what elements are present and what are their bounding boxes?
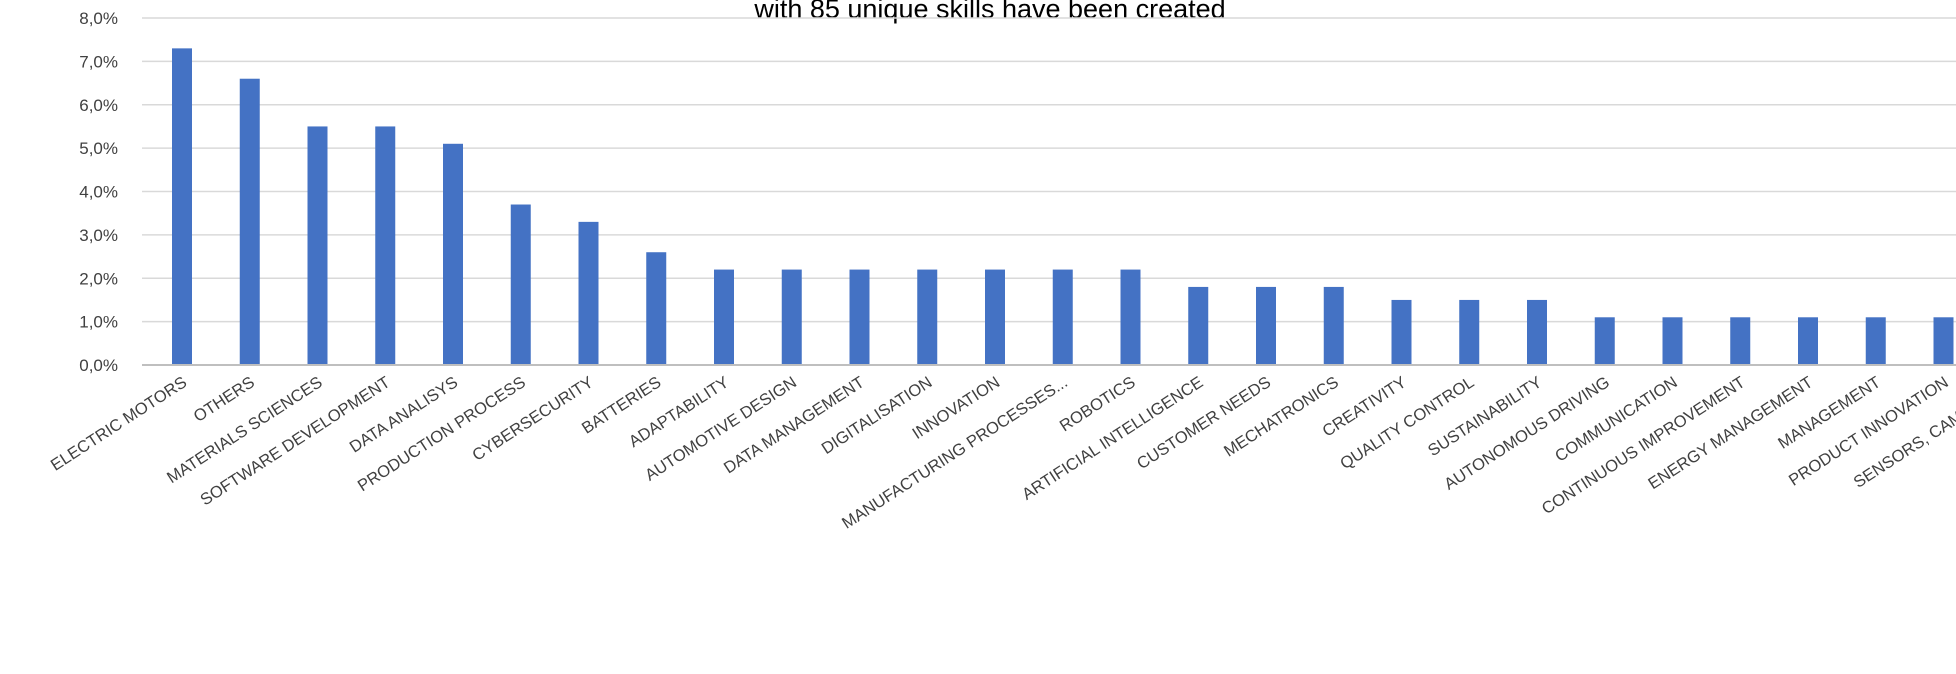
bar [172,48,192,366]
y-tick-label: 2,0% [79,269,118,288]
y-tick-label: 1,0% [79,313,118,332]
bar [1933,317,1954,365]
x-category-label: CYBERSECURITY [469,373,596,464]
chart-title: with 85 unique skills have been created [753,0,1225,24]
bar [1188,286,1209,365]
bar [375,126,396,365]
x-category-label: DIGITALISATION [818,373,935,458]
bar [985,269,1005,365]
bar [443,143,463,365]
bars [172,48,1954,366]
bar [781,269,802,365]
bar [1052,269,1073,365]
bar [1527,299,1547,365]
bar [1798,317,1818,365]
y-tick-label: 7,0% [79,52,118,71]
bar [1256,286,1276,365]
bar [646,252,667,365]
gridlines [142,17,1956,323]
bar [1120,269,1141,365]
bar [1323,286,1344,365]
y-tick-label: 8,0% [79,9,118,28]
bar [1730,317,1751,365]
x-category-label: SUSTAINABILITY [1425,373,1545,460]
bar [1459,299,1480,365]
bar [510,204,531,365]
y-tick-label: 4,0% [79,183,118,202]
y-tick-label: 6,0% [79,96,118,115]
bar [578,221,599,365]
x-category-label: MECHATRONICS [1221,373,1342,460]
bar [1662,317,1683,365]
bar [307,126,328,365]
bar [239,78,260,365]
bar [1865,317,1886,365]
y-tick-label: 0,0% [79,356,118,375]
bar [1391,299,1412,365]
x-category-label: ELECTRIC MOTORS [48,373,191,474]
y-tick-label: 3,0% [79,226,118,245]
bar [714,269,734,365]
y-tick-label: 5,0% [79,139,118,158]
y-axis-tick-labels: 0,0% 1,0% 2,0% 3,0% 4,0% 5,0% 6,0% 7,0% 8,0% [79,9,118,375]
bar [917,269,938,365]
bar [1594,317,1615,365]
bar [849,269,870,365]
